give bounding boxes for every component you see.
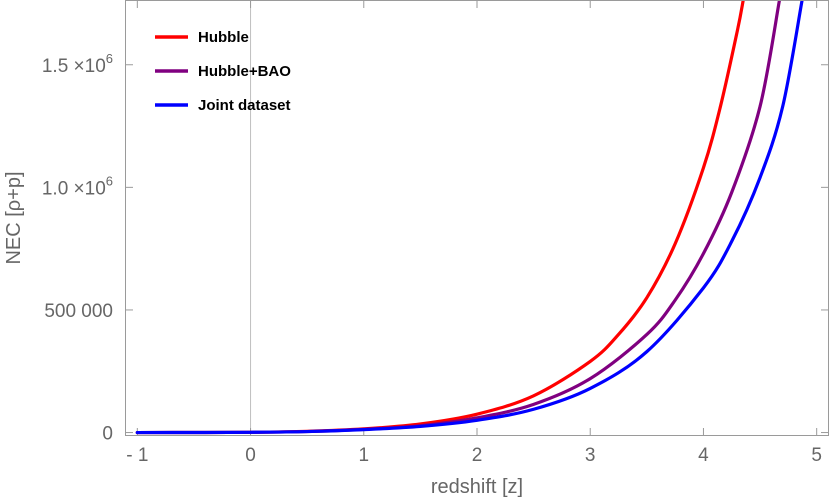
legend: Hubble Hubble+BAO Joint dataset	[155, 29, 291, 114]
y-tick-label: 500 000	[44, 301, 113, 322]
y-tick-label: 0	[102, 424, 113, 445]
x-tick-label: 1	[358, 445, 369, 466]
y-tick-label: 1.0 ×106	[42, 173, 113, 199]
legend-label-2: Hubble+BAO	[198, 63, 291, 80]
x-tick-label: 0	[245, 445, 256, 466]
x-tick-label: 3	[585, 445, 596, 466]
x-axis-label: redshift [z]	[431, 476, 523, 498]
x-tick-label: - 1	[126, 445, 148, 466]
x-tick-label: 2	[472, 445, 483, 466]
y-tick-label: 1.5 ×106	[42, 51, 113, 77]
legend-label-3: Joint dataset	[198, 97, 291, 114]
series-layer	[135, 1, 804, 435]
series-line-3	[135, 1, 804, 435]
plot-frame	[125, 0, 829, 436]
x-axis-ticks: - 1 0 1 2 3 4 5	[126, 1, 822, 466]
legend-label-1: Hubble	[198, 29, 249, 46]
y-axis-ticks: 0 500 000 1.0 ×106 1.5 ×106	[42, 51, 828, 445]
y-axis-label: NEC [ρ+p]	[3, 171, 25, 264]
x-tick-label: 5	[811, 445, 822, 466]
x-tick-label: 4	[698, 445, 709, 466]
